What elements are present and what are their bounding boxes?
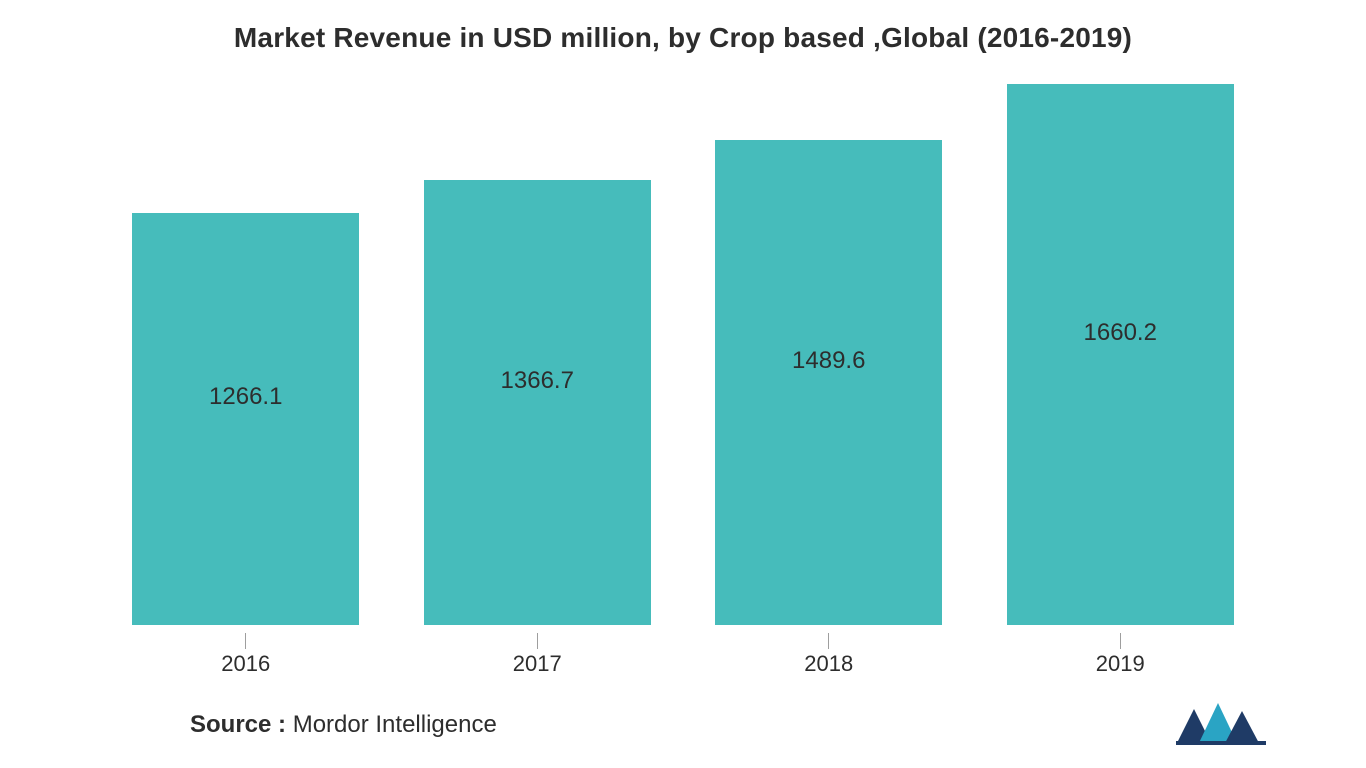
bar: 1489.6 <box>715 140 942 625</box>
mordor-logo-icon <box>1176 699 1266 745</box>
bar-slot: 1489.6 <box>683 74 975 625</box>
brand-logo <box>1176 699 1266 750</box>
bar-value-label: 1660.2 <box>1084 319 1157 347</box>
bar-slot: 1660.2 <box>975 74 1267 625</box>
x-tick-slot: 2018 <box>683 633 975 677</box>
bar: 1660.2 <box>1007 84 1234 625</box>
bar-slot: 1366.7 <box>392 74 684 625</box>
chart-footer: Source : Mordor Intelligence <box>40 677 1326 768</box>
x-tick-label: 2019 <box>1096 649 1145 677</box>
x-tick-label: 2018 <box>804 649 853 677</box>
plot-area: 1266.1 1366.7 1489.6 1660.2 <box>40 74 1326 625</box>
bar: 1266.1 <box>132 213 359 625</box>
x-tick-slot: 2019 <box>975 633 1267 677</box>
x-tick-mark <box>245 633 246 649</box>
chart-title: Market Revenue in USD million, by Crop b… <box>40 16 1326 74</box>
bar-value-label: 1489.6 <box>792 347 865 375</box>
x-tick-label: 2016 <box>221 649 270 677</box>
source-label: Source : <box>190 711 286 738</box>
bar-slot: 1266.1 <box>100 74 392 625</box>
bar: 1366.7 <box>424 180 651 625</box>
chart-container: Market Revenue in USD million, by Crop b… <box>0 0 1366 768</box>
source-text: Mordor Intelligence <box>286 711 497 738</box>
bar-value-label: 1266.1 <box>209 383 282 411</box>
x-axis: 2016 2017 2018 2019 <box>40 625 1326 677</box>
source-attribution: Source : Mordor Intelligence <box>190 711 497 739</box>
bar-value-label: 1366.7 <box>501 367 574 395</box>
x-tick-mark <box>828 633 829 649</box>
x-tick-mark <box>1120 633 1121 649</box>
x-tick-slot: 2017 <box>392 633 684 677</box>
x-tick-mark <box>537 633 538 649</box>
x-tick-slot: 2016 <box>100 633 392 677</box>
x-tick-label: 2017 <box>513 649 562 677</box>
